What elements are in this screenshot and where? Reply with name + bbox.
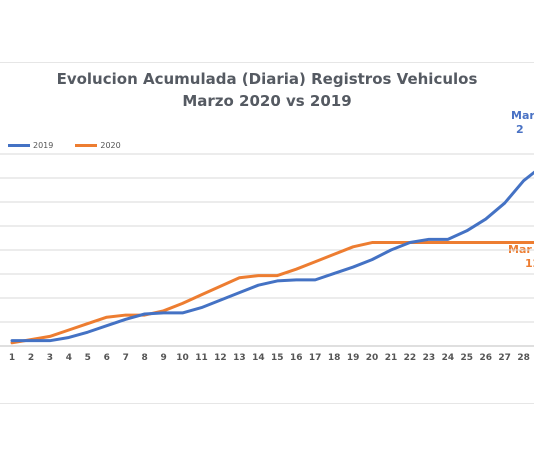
chart-title: Evolucion Acumulada (Diaria) Registros V…: [56, 70, 478, 88]
x-tick-label: 23: [423, 353, 436, 363]
x-tick-label: 18: [328, 353, 341, 363]
x-tick-label: 24: [442, 353, 455, 363]
series-line-2020: [10, 241, 534, 345]
x-tick-label: 25: [461, 353, 474, 363]
chart-subtitle: Marzo 2020 vs 2019: [182, 92, 352, 110]
x-tick-label: 13: [233, 353, 246, 363]
x-tick-label: 6: [104, 353, 110, 363]
chart-legend: 2019 2020: [8, 138, 143, 152]
annotation-2020-line2: 12: [525, 257, 534, 270]
x-tick-label: 8: [142, 353, 148, 363]
legend-label-2020: 2020: [100, 140, 121, 150]
x-tick-label: 12: [214, 353, 227, 363]
legend-label-2019: 2019: [33, 140, 54, 150]
x-tick-label: 11: [195, 353, 208, 363]
x-tick-label: 1: [9, 353, 15, 363]
x-tick-label: 2: [28, 353, 34, 363]
legend-swatch-2020: [75, 143, 98, 147]
x-tick-label: 26: [479, 353, 492, 363]
chart-frame: [0, 62, 534, 404]
legend-item-2019: 2019: [8, 141, 53, 150]
legend-swatch-2019: [8, 143, 30, 147]
annotation-2019-line2: 2: [516, 123, 524, 136]
x-tick-label: 19: [347, 353, 360, 363]
x-tick-label: 5: [85, 353, 91, 363]
annotation-2019: Mar 2: [511, 109, 534, 137]
x-tick-label: 28: [517, 353, 530, 363]
x-tick-label: 10: [176, 353, 189, 363]
x-tick-label: 21: [385, 353, 398, 363]
x-tick-label: 22: [404, 353, 417, 363]
x-tick-label: 15: [271, 353, 284, 363]
annotation-2019-line1: Mar: [511, 109, 534, 122]
x-tick-label: 16: [290, 353, 303, 363]
legend-item-2020: 2020: [75, 140, 121, 150]
x-tick-label: 9: [160, 353, 166, 363]
x-tick-label: 20: [366, 353, 379, 363]
x-tick-label: 14: [252, 353, 265, 363]
series-line-2019: [10, 170, 534, 343]
x-tick-label: 7: [123, 353, 129, 363]
x-tick-label: 17: [309, 353, 322, 363]
x-tick-label: 27: [498, 353, 511, 363]
x-tick-label: 3: [47, 353, 53, 363]
x-tick-label: 4: [66, 353, 72, 363]
